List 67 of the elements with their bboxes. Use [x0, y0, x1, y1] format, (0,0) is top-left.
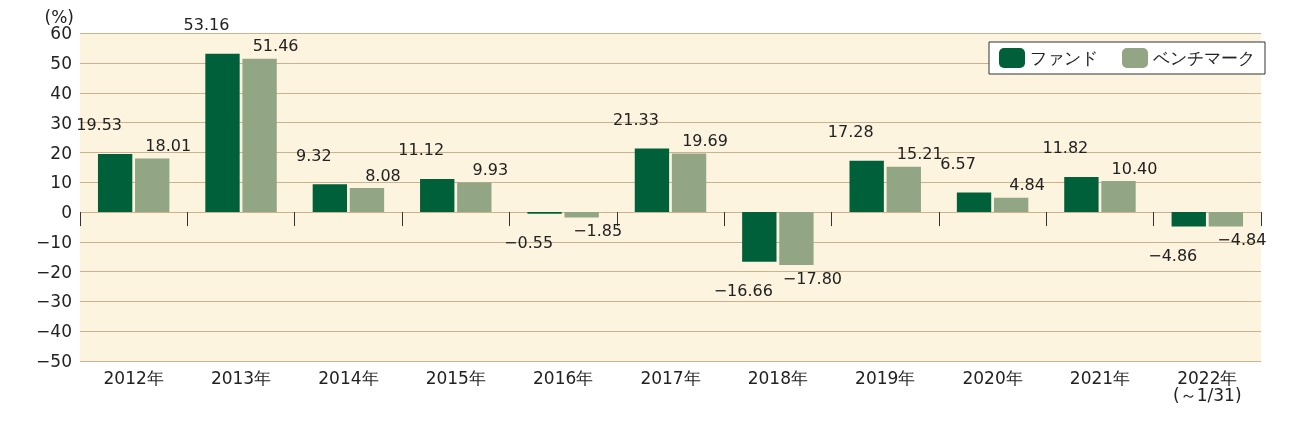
- bar: [97, 153, 133, 213]
- x-tick-label: 2019年: [855, 367, 916, 388]
- bar: [742, 212, 777, 262]
- data-label: 11.12: [398, 140, 445, 160]
- bar: [457, 182, 492, 213]
- bar: [564, 212, 599, 218]
- data-label: 9.93: [472, 160, 509, 180]
- bar: [1171, 212, 1206, 227]
- data-label: 11.82: [1042, 138, 1089, 158]
- data-label: 8.08: [365, 165, 401, 185]
- data-label: −1.85: [573, 221, 623, 241]
- bar: [1208, 212, 1244, 227]
- bar: [956, 192, 992, 213]
- x-tick-label: 2013年: [210, 367, 272, 388]
- y-tick-label: −50: [36, 351, 72, 371]
- x-tick-label: 2017年: [640, 367, 701, 388]
- x-tick-label: 2018年: [747, 367, 808, 388]
- data-label: 4.84: [1009, 175, 1045, 195]
- x-tick-label: 2012年: [103, 367, 164, 388]
- legend-label: ベンチマーク: [1153, 48, 1255, 68]
- data-label: 10.40: [1111, 158, 1158, 178]
- data-label: −0.55: [504, 233, 554, 253]
- y-tick-label: 40: [50, 82, 72, 103]
- x-tick-label: 2021年: [1069, 367, 1131, 388]
- bar: [135, 158, 170, 213]
- y-tick-label: −30: [36, 291, 72, 312]
- data-label: 9.32: [296, 145, 332, 165]
- data-label: 6.57: [940, 154, 976, 174]
- x-tick-label: 2014年: [318, 367, 379, 388]
- bar: [779, 212, 814, 266]
- bar: [1101, 181, 1136, 213]
- data-label: 18.01: [145, 135, 192, 155]
- y-tick-label: 50: [50, 53, 72, 74]
- y-tick-label: 20: [50, 142, 72, 163]
- bar: [349, 188, 385, 213]
- x-tick-label: 2022年 (～1/31): [1173, 367, 1242, 405]
- bar: [1064, 176, 1099, 213]
- legend-label: ファンド: [1030, 48, 1098, 68]
- y-tick-label: −10: [36, 231, 72, 252]
- bar: [993, 197, 1029, 213]
- data-label: 51.46: [252, 36, 299, 56]
- bar: [849, 160, 884, 213]
- bar: [312, 184, 348, 213]
- bar: [671, 153, 707, 213]
- bar: [242, 58, 277, 213]
- data-label: 17.28: [827, 122, 874, 142]
- y-tick-label: 30: [50, 112, 72, 133]
- y-tick-label: 0: [61, 202, 72, 223]
- data-label: −4.86: [1148, 246, 1198, 266]
- bar: [886, 166, 921, 213]
- y-tick-label: −20: [36, 261, 72, 282]
- data-label: −16.66: [713, 281, 773, 301]
- x-tick-label: 2020年: [962, 367, 1023, 388]
- data-label: 21.33: [613, 110, 659, 130]
- y-tick-label: −40: [36, 321, 72, 342]
- data-label: −17.80: [782, 268, 843, 288]
- y-tick-label: 10: [50, 172, 72, 193]
- x-tick-label: 2015年: [425, 367, 486, 388]
- bar: [205, 53, 240, 213]
- bar: [420, 178, 455, 213]
- y-axis-title: (%): [44, 6, 74, 27]
- data-label: −4.84: [1217, 230, 1267, 250]
- data-label: 53.16: [183, 15, 230, 35]
- x-tick-label: 2016年: [533, 367, 594, 388]
- data-label: 19.53: [76, 115, 123, 135]
- data-label: 19.69: [682, 130, 728, 150]
- bar: [634, 148, 670, 213]
